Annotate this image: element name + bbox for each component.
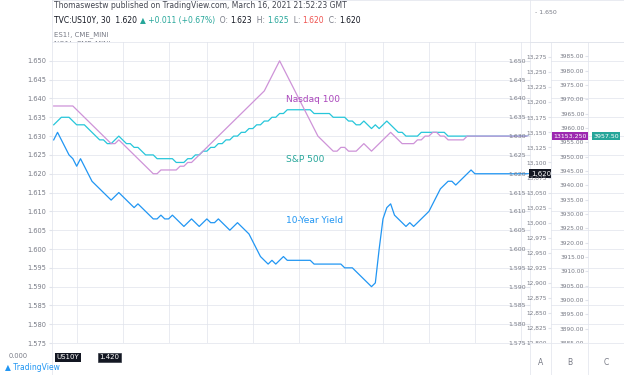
Text: 1.625: 1.625	[267, 16, 289, 25]
Text: NQ1!, CME_MINI: NQ1!, CME_MINI	[54, 40, 110, 46]
Text: Thomaswestw published on TradingView.com, March 16, 2021 21:52:23 GMT: Thomaswestw published on TradingView.com…	[54, 1, 347, 10]
Text: L:: L:	[289, 16, 303, 25]
Text: O:: O:	[215, 16, 230, 25]
Text: TVC:US10Y, 30  1.620: TVC:US10Y, 30 1.620	[54, 16, 140, 25]
Text: ▲ +0.011 (+0.67%): ▲ +0.011 (+0.67%)	[140, 16, 215, 25]
Text: 1.620: 1.620	[303, 16, 324, 25]
Text: 10-Year Yield: 10-Year Yield	[286, 216, 343, 225]
Text: ES1!, CME_MINI: ES1!, CME_MINI	[54, 32, 109, 38]
Text: C:: C:	[324, 16, 339, 25]
Text: 1.420: 1.420	[100, 354, 120, 360]
Text: 0.000: 0.000	[9, 352, 28, 358]
Text: S&P 500: S&P 500	[286, 156, 324, 165]
Text: A: A	[538, 358, 544, 367]
Text: Nasdaq 100: Nasdaq 100	[286, 95, 340, 104]
Text: - 1.650: - 1.650	[535, 10, 557, 15]
Text: 3957.50: 3957.50	[593, 134, 619, 139]
Text: 1.620: 1.620	[339, 16, 361, 25]
Text: US10Y: US10Y	[57, 354, 79, 360]
Text: H:: H:	[251, 16, 267, 25]
Text: 1.623: 1.623	[230, 16, 251, 25]
Text: 13153.250: 13153.250	[553, 134, 587, 139]
Text: ▲ TradingView: ▲ TradingView	[5, 363, 60, 372]
Text: 1.620: 1.620	[531, 171, 551, 177]
Text: C: C	[603, 358, 609, 367]
Text: 1.620: 1.620	[531, 171, 554, 177]
Text: B: B	[567, 358, 572, 367]
